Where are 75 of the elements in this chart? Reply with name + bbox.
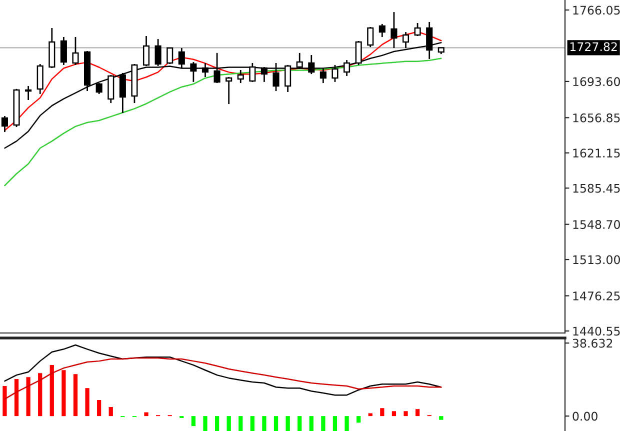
bar [356,416,361,423]
y-tick-label: 1440.55 [573,326,620,336]
candlestick [414,22,421,37]
bar [404,411,408,416]
y-tick-label: 38.632 [572,338,612,348]
candlestick [72,36,79,66]
bar [14,379,19,416]
candlestick [202,62,209,78]
candlestick [178,47,185,69]
candlestick [344,59,350,77]
candlestick [390,11,398,49]
y-tick-label: 1585.45 [573,184,620,193]
bar [226,416,231,431]
bar [85,388,90,416]
candlestick [284,64,292,93]
bar [62,370,66,416]
candlestick [36,63,44,95]
bar [392,411,396,416]
candlestick [1,115,8,133]
candlestick [226,76,232,105]
bar [439,416,444,420]
y-tick-label: 1476.25 [573,292,620,300]
candlestick [272,62,280,92]
bar [274,416,278,431]
bar [286,416,290,431]
candlestick [25,85,32,101]
candlestick [96,82,102,95]
candlestick [60,36,67,66]
bar [144,412,148,416]
candlestick [190,61,197,83]
candlestick [237,69,244,84]
bar [368,413,372,416]
bar [309,416,314,431]
candlestick [367,26,374,48]
y-tick-label: 1656.85 [573,113,620,122]
candlestick [249,62,256,83]
candlestick [378,23,386,38]
candlestick [166,47,174,65]
bar [380,408,384,416]
candlestick [332,64,338,83]
bar [214,416,220,431]
y-tick-label: 1548.70 [573,220,620,229]
bar [2,386,7,416]
candlestick [296,52,303,69]
bar [238,416,243,431]
bar [191,416,196,426]
bar [262,416,266,431]
bar [321,416,326,431]
candlestick [320,67,326,84]
y-tick-label: 1766.05 [573,6,620,15]
bar [344,416,349,431]
bar [415,409,420,416]
candlestick [108,74,114,104]
bar [38,373,42,416]
bar [108,406,113,416]
candlestick [214,52,220,84]
bar [26,377,30,416]
bar [203,416,208,431]
bar [50,365,54,416]
ref-line-label: 1727.82 [570,42,617,52]
candlestick [308,54,315,75]
candlestick [260,66,268,83]
bar [97,400,102,416]
bar [73,374,78,416]
line-series [4,357,442,400]
bar [298,416,302,431]
line-series [4,58,442,186]
y-tick-label: 0.00 [572,412,598,421]
line-series [4,344,442,396]
y-tick-label: 1693.60 [573,77,620,86]
bar [250,416,254,431]
y-tick-label: 1513.00 [573,255,620,264]
candlestick [119,72,126,114]
bar [332,416,338,431]
y-tick-label: 1621.15 [573,148,620,158]
